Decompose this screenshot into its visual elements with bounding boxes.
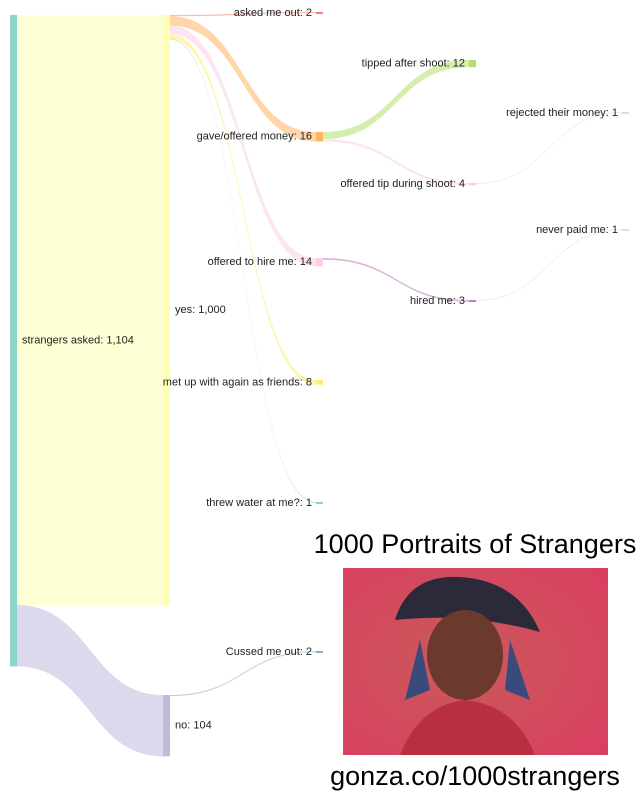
link bbox=[170, 38, 316, 503]
link bbox=[323, 60, 469, 140]
node bbox=[622, 112, 629, 114]
link bbox=[323, 258, 469, 302]
link bbox=[170, 651, 316, 697]
portrait-mosaic bbox=[343, 568, 608, 755]
node-label: asked me out: 2 bbox=[234, 7, 312, 19]
node-label: tipped after shoot: 12 bbox=[362, 57, 465, 69]
node-label: yes: 1,000 bbox=[175, 304, 226, 316]
link bbox=[17, 605, 163, 757]
link bbox=[170, 16, 316, 142]
node-label: rejected their money: 1 bbox=[506, 107, 618, 119]
chart-title: 1000 Portraits of Strangers bbox=[314, 529, 637, 559]
node bbox=[316, 502, 323, 504]
node bbox=[469, 300, 476, 302]
node-label: no: 104 bbox=[175, 720, 212, 732]
node-label: gave/offered money: 16 bbox=[197, 131, 312, 143]
node-label: strangers asked: 1,104 bbox=[22, 335, 134, 347]
node-label: offered to hire me: 14 bbox=[208, 256, 312, 268]
node bbox=[316, 651, 323, 653]
caption: gonza.co/1000strangers bbox=[330, 761, 620, 791]
node-label: met up with again as friends: 8 bbox=[163, 376, 312, 388]
nodes: strangers asked: 1,104 yes: 1,000 no: 104 a… bbox=[10, 7, 629, 757]
link bbox=[323, 139, 469, 186]
link bbox=[170, 25, 316, 267]
links bbox=[17, 12, 622, 757]
node bbox=[622, 229, 629, 231]
node bbox=[316, 258, 323, 267]
link bbox=[476, 229, 622, 301]
node-label: offered tip during shoot: 4 bbox=[340, 178, 465, 190]
node bbox=[316, 12, 323, 14]
node-label: never paid me: 1 bbox=[536, 224, 618, 236]
node bbox=[469, 183, 476, 186]
node-label: threw water at me?: 1 bbox=[206, 497, 312, 509]
link bbox=[17, 15, 163, 605]
node bbox=[316, 380, 323, 385]
node-label: Cussed me out: 2 bbox=[226, 646, 312, 658]
link bbox=[170, 12, 316, 17]
node bbox=[469, 60, 476, 68]
node-label: hired me: 3 bbox=[410, 295, 465, 307]
node bbox=[163, 15, 170, 605]
node bbox=[10, 15, 17, 667]
link bbox=[170, 33, 316, 385]
node bbox=[316, 132, 323, 142]
node bbox=[163, 695, 170, 757]
link bbox=[476, 112, 622, 184]
